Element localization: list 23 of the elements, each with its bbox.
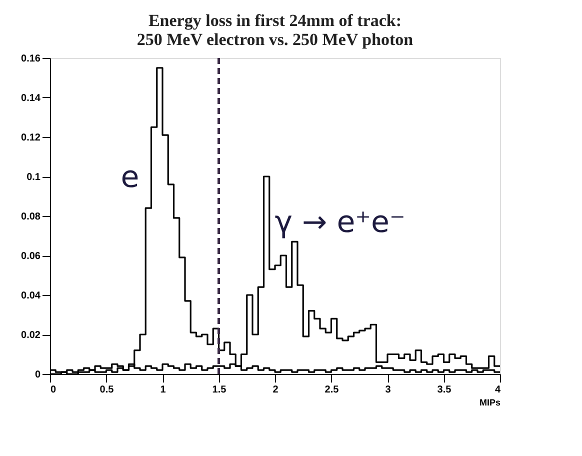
x-tick-label: 4 — [494, 384, 501, 396]
x-axis-title: MIPs — [479, 398, 500, 408]
x-tick-label: 3.5 — [437, 384, 452, 396]
y-tick-label: 0.04 — [21, 290, 41, 302]
y-tick-label: 0.14 — [21, 93, 41, 104]
y-tick-label: 0.16 — [21, 54, 41, 64]
x-tick-label: 2.5 — [324, 384, 340, 396]
y-tick-label: 0.02 — [21, 330, 41, 341]
x-tick-label: 3 — [385, 384, 392, 396]
y-tick-label: 0.1 — [26, 172, 41, 183]
x-tick-label: 1 — [160, 384, 166, 396]
x-tick-label: 0 — [50, 384, 56, 396]
y-tick-label: 0.08 — [21, 212, 41, 222]
annotation: γ → e⁺e⁻ — [274, 205, 406, 240]
text: Energy loss in first 24mm of track: — [148, 11, 402, 30]
annotation: e — [120, 160, 140, 195]
y-tick-label: 0.06 — [21, 251, 41, 262]
text: 250 MeV electron vs. 250 MeV photon — [136, 30, 414, 49]
x-tick-label: 1.5 — [212, 384, 227, 396]
y-tick-label: 0 — [34, 370, 41, 380]
x-tick-label: 0.5 — [100, 384, 114, 396]
y-tick-label: 0.12 — [21, 132, 41, 144]
x-tick-label: 2 — [272, 384, 279, 396]
